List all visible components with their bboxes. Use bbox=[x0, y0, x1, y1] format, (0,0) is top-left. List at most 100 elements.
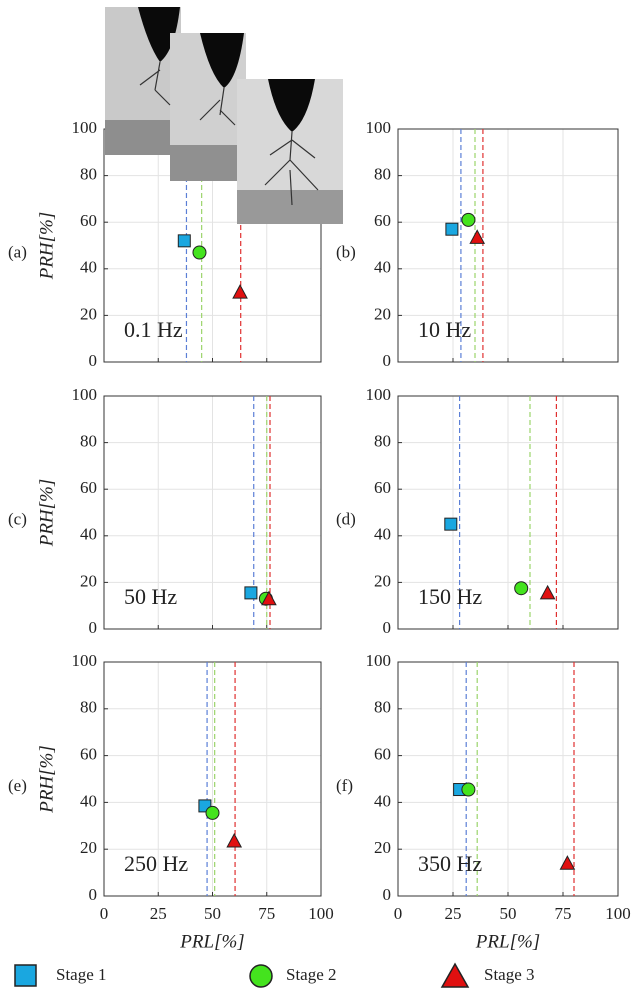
y-tick-label: 60 bbox=[80, 745, 97, 764]
axes-frame bbox=[397, 128, 619, 363]
marker bbox=[461, 782, 476, 797]
annotation: 0.1 Hz bbox=[124, 317, 183, 342]
annotation: 10 Hz bbox=[418, 317, 471, 342]
marker bbox=[244, 586, 258, 600]
panel-label: (b) bbox=[336, 242, 356, 261]
y-tick-label: 20 bbox=[80, 838, 97, 857]
y-tick-label: 40 bbox=[80, 791, 97, 810]
legend-label: Stage 1 bbox=[56, 965, 107, 984]
x-axis-label: PRL[%] bbox=[179, 931, 244, 952]
photo-base bbox=[105, 120, 181, 155]
y-tick-label: 80 bbox=[374, 698, 391, 717]
marker bbox=[444, 517, 458, 531]
y-tick-label: 80 bbox=[80, 432, 97, 451]
marker bbox=[261, 590, 277, 606]
marker bbox=[205, 805, 220, 820]
axes-frame bbox=[103, 661, 322, 897]
marker bbox=[192, 245, 207, 260]
y-tick-label: 0 bbox=[89, 885, 98, 904]
x-tick-label: 25 bbox=[445, 904, 462, 923]
photo-base bbox=[170, 145, 246, 181]
x-tick-label: 0 bbox=[100, 904, 109, 923]
y-tick-label: 100 bbox=[366, 385, 392, 404]
legend-marker bbox=[249, 964, 273, 988]
y-tick-label: 60 bbox=[80, 211, 97, 230]
y-tick-label: 20 bbox=[374, 571, 391, 590]
x-tick-label: 25 bbox=[150, 904, 167, 923]
photos bbox=[105, 7, 343, 224]
y-tick-label: 60 bbox=[374, 745, 391, 764]
y-tick-label: 100 bbox=[72, 651, 98, 670]
y-axis-label: PRH[%] bbox=[36, 479, 57, 548]
legend-label: Stage 3 bbox=[484, 965, 535, 984]
y-tick-label: 40 bbox=[374, 791, 391, 810]
x-tick-label: 100 bbox=[605, 904, 631, 923]
y-tick-label: 0 bbox=[383, 885, 392, 904]
y-tick-label: 100 bbox=[72, 385, 98, 404]
panel-label: (d) bbox=[336, 509, 356, 528]
y-tick-label: 20 bbox=[374, 304, 391, 323]
annotation: 150 Hz bbox=[418, 584, 482, 609]
x-tick-label: 50 bbox=[204, 904, 221, 923]
panel-label: (c) bbox=[8, 509, 27, 528]
legend: Stage 1 Stage 2 Stage 3 bbox=[14, 962, 535, 988]
legend-label: Stage 2 bbox=[286, 965, 337, 984]
photo-base bbox=[237, 190, 343, 224]
marker bbox=[445, 222, 459, 236]
y-tick-label: 40 bbox=[80, 258, 97, 277]
y-tick-label: 80 bbox=[374, 165, 391, 184]
y-tick-label: 80 bbox=[80, 165, 97, 184]
y-tick-label: 60 bbox=[374, 211, 391, 230]
marker bbox=[559, 855, 576, 870]
electrode bbox=[138, 7, 180, 62]
y-tick-label: 100 bbox=[366, 118, 392, 137]
panel-label: (a) bbox=[8, 242, 27, 261]
panel-label: (f) bbox=[336, 776, 353, 795]
y-tick-label: 0 bbox=[89, 351, 98, 370]
electrode bbox=[268, 79, 315, 132]
marker bbox=[461, 212, 476, 227]
marker bbox=[539, 584, 556, 600]
y-tick-label: 20 bbox=[374, 838, 391, 857]
y-tick-label: 20 bbox=[80, 571, 97, 590]
y-tick-label: 60 bbox=[80, 478, 97, 497]
marker bbox=[232, 284, 248, 299]
y-tick-label: 0 bbox=[89, 618, 98, 637]
legend-marker bbox=[14, 964, 37, 987]
y-tick-label: 0 bbox=[383, 351, 392, 370]
y-tick-label: 20 bbox=[80, 304, 97, 323]
x-tick-label: 75 bbox=[258, 904, 275, 923]
y-tick-label: 40 bbox=[80, 525, 97, 544]
annotation: 50 Hz bbox=[124, 584, 177, 609]
y-tick-label: 40 bbox=[374, 258, 391, 277]
y-tick-label: 0 bbox=[383, 618, 392, 637]
dendrite bbox=[139, 61, 319, 206]
electrode bbox=[200, 33, 244, 88]
axes-frame bbox=[397, 395, 619, 630]
y-tick-label: 80 bbox=[374, 432, 391, 451]
marker bbox=[469, 229, 486, 244]
y-tick-label: 100 bbox=[72, 118, 98, 137]
y-axis-label: PRH[%] bbox=[36, 212, 57, 281]
marker bbox=[226, 832, 243, 848]
annotation: 350 Hz bbox=[418, 851, 482, 876]
x-tick-label: 75 bbox=[555, 904, 572, 923]
axes-frame bbox=[103, 395, 322, 630]
axes-frame bbox=[397, 661, 619, 897]
y-tick-label: 40 bbox=[374, 525, 391, 544]
y-tick-label: 80 bbox=[80, 698, 97, 717]
annotation: 250 Hz bbox=[124, 851, 188, 876]
x-tick-label: 0 bbox=[394, 904, 403, 923]
x-axis-label: PRL[%] bbox=[475, 931, 540, 952]
marker bbox=[514, 581, 529, 596]
plots: 0 20 40 60 80 100 (a) 0.1 Hz PRH[%] 0 20 40 60 80 100 (… bbox=[8, 118, 631, 952]
x-tick-label: 100 bbox=[308, 904, 334, 923]
panel-label: (e) bbox=[8, 776, 27, 795]
y-tick-label: 60 bbox=[374, 478, 391, 497]
y-tick-label: 100 bbox=[366, 651, 392, 670]
legend-marker bbox=[440, 962, 470, 988]
marker bbox=[177, 234, 191, 248]
x-tick-label: 50 bbox=[500, 904, 517, 923]
y-axis-label: PRH[%] bbox=[36, 745, 57, 814]
